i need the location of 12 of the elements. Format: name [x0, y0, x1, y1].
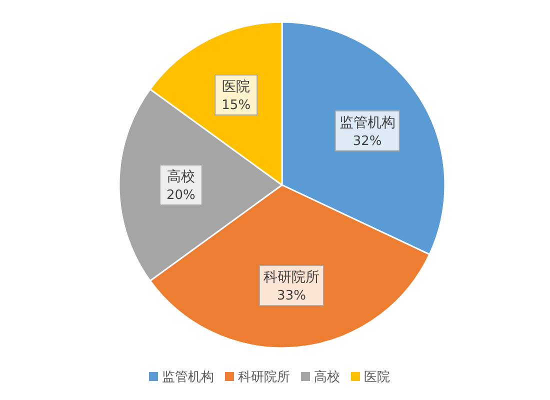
slice-label: 科研院所	[264, 270, 320, 286]
slice-label: 医院	[222, 78, 250, 95]
data-label: 33%	[277, 288, 306, 304]
legend-label: 高校	[314, 369, 340, 385]
data-label: 20%	[166, 188, 196, 203]
slice-label: 高校	[166, 169, 195, 185]
legend-label: 医院	[364, 370, 390, 385]
legend-label: 科研院所	[238, 370, 290, 385]
legend-label: 监管机构	[162, 370, 214, 385]
data-label: 32%	[352, 134, 382, 149]
slice-label: 监管机构	[339, 114, 396, 131]
data-label: 15%	[222, 98, 251, 113]
